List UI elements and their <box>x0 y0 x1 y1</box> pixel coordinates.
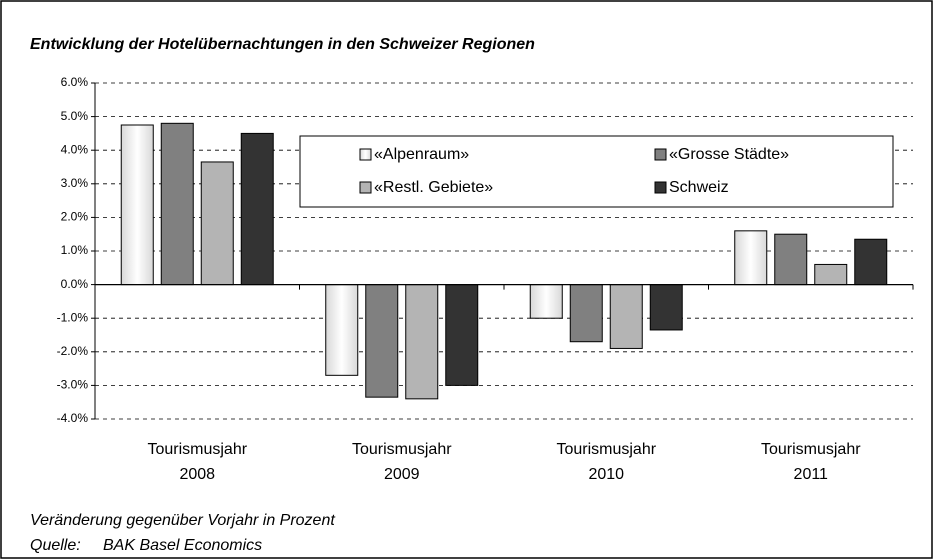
x-tick-label: Tourismusjahr 2010 <box>556 441 656 483</box>
y-tick-label: 4.0% <box>61 142 89 156</box>
legend-swatch <box>654 181 667 194</box>
bar <box>325 284 359 376</box>
y-tick-label: -4.0% <box>57 411 89 425</box>
bar <box>200 161 234 286</box>
bar <box>649 284 683 331</box>
legend-label: Schweiz <box>669 179 729 196</box>
legend-swatch <box>359 148 372 161</box>
legend-box <box>299 135 894 208</box>
chart-title: Entwicklung der Hotelübernachtungen in d… <box>30 36 535 53</box>
legend-label: «Grosse Städte» <box>669 146 789 163</box>
bar <box>240 132 274 286</box>
bar <box>609 284 643 349</box>
y-tick-label: 6.0% <box>61 75 89 89</box>
y-tick-label: -2.0% <box>57 344 89 358</box>
bar <box>774 233 808 286</box>
y-tick-label: 2.0% <box>61 210 89 224</box>
y-tick-label: 5.0% <box>61 109 89 123</box>
bar <box>814 263 848 286</box>
bar <box>160 122 194 286</box>
x-tick-label: Tourismusjahr 2011 <box>761 441 861 483</box>
source-label: Quelle: <box>30 537 81 554</box>
x-tick-label: Tourismusjahr 2009 <box>352 441 452 483</box>
bar <box>405 284 439 400</box>
x-tick-label: Tourismusjahr 2008 <box>147 441 247 483</box>
bar <box>445 284 479 386</box>
bar <box>120 124 154 286</box>
legend-label: «Restl. Gebiete» <box>374 179 493 196</box>
note: Veränderung gegenüber Vorjahr in Prozent <box>30 512 335 529</box>
y-tick-label: 3.0% <box>61 176 89 190</box>
bar <box>854 238 888 286</box>
legend-swatch <box>359 181 372 194</box>
y-tick-label: -3.0% <box>57 378 89 392</box>
y-tick-label: 1.0% <box>61 243 89 257</box>
bar <box>529 284 563 319</box>
bar <box>734 230 768 286</box>
legend-swatch <box>654 148 667 161</box>
source: BAK Basel Economics <box>103 537 262 554</box>
bar <box>365 284 399 398</box>
y-tick-label: -1.0% <box>57 310 89 324</box>
legend-label: «Alpenraum» <box>374 146 469 163</box>
y-tick-label: 0.0% <box>61 277 89 291</box>
bar <box>569 284 603 343</box>
